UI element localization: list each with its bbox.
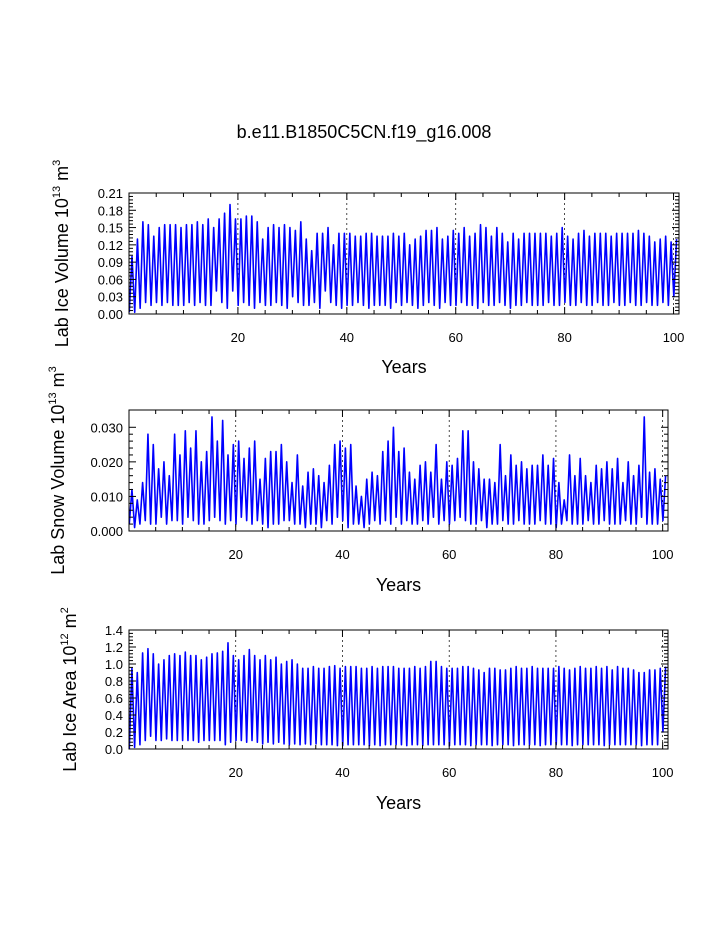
x-tick-label: 100	[652, 765, 674, 780]
y-tick-label: 0.06	[98, 272, 123, 287]
y-axis-label-text: Lab Ice Volume 10	[52, 198, 72, 347]
x-tick-label: 60	[442, 765, 456, 780]
x-tick-label: 40	[340, 330, 354, 345]
panel-ice-area: 20 40 60 80 100 0.0 0.2 0.4 0.6 0.8 1.0 1.2 1.4 Years…	[59, 607, 674, 813]
y-tick-label: 0.18	[98, 203, 123, 218]
y-axis-label-text: m	[52, 166, 72, 186]
y-axis-label: Lab Snow Volume 1013 m3	[47, 366, 68, 575]
x-axis-label: Years	[376, 575, 421, 595]
y-tick-label: 0.0	[105, 742, 123, 757]
x-tick-label: 60	[442, 547, 456, 562]
y-axis-label: Lab Ice Area 1012 m2	[59, 607, 80, 771]
y-tick-label: 0.000	[90, 524, 123, 539]
y-axis-label-superscript: 2	[59, 607, 71, 613]
y-axis-label-superscript: 13	[51, 186, 63, 198]
y-tick-label: 0.030	[90, 420, 123, 435]
y-tick-label: 0.15	[98, 221, 123, 236]
panels: 20 40 60 80 1000.000.030.060.090.120.150.180…	[47, 160, 684, 813]
series-line	[128, 203, 678, 314]
y-axis-label-superscript: 3	[47, 366, 59, 372]
x-tick-label: 40	[335, 547, 349, 562]
x-tick-label: 20	[231, 330, 245, 345]
y-tick-label: 0.010	[90, 489, 123, 504]
y-tick-label: 0.2	[105, 725, 123, 740]
y-tick-label: 0.6	[105, 691, 123, 706]
y-axis-label: Lab Ice Volume 1013 m3	[51, 160, 72, 347]
x-tick-label: 100	[652, 547, 674, 562]
y-tick-label: 0.4	[105, 708, 123, 723]
y-tick-label: 0.03	[98, 290, 123, 305]
y-tick-label: 1.0	[105, 657, 123, 672]
panel-ice-volume: 20 40 60 80 100 0.00 0.03 0.06 0.09 0.12 0.15 0.18 0…	[51, 160, 684, 377]
x-tick-label: 20	[228, 547, 242, 562]
y-tick-label: 0.21	[98, 186, 123, 201]
x-tick-label: 60	[448, 330, 462, 345]
y-axis-label-text: Lab Snow Volume 10	[48, 405, 68, 575]
x-axis-label: Years	[376, 793, 421, 813]
y-tick-label: 0.020	[90, 455, 123, 470]
panel-snow-volume: 20 40 60 80 100 0.000 0.010 0.020 0.030 Years Lab …	[47, 366, 674, 595]
y-tick-label: 0.00	[98, 307, 123, 322]
y-axis-label-superscript: 3	[51, 160, 63, 166]
y-axis-label-superscript: 13	[47, 392, 59, 404]
series-line	[128, 416, 667, 529]
x-tick-label: 40	[335, 765, 349, 780]
y-axis-label-text: m	[48, 372, 68, 392]
series-line	[128, 641, 667, 750]
y-axis-label-superscript: 12	[59, 633, 71, 645]
y-tick-label: 1.2	[105, 640, 123, 655]
x-tick-label: 80	[549, 765, 563, 780]
x-tick-label: 100	[663, 330, 685, 345]
x-axis-label: Years	[381, 357, 426, 377]
y-tick-label: 1.4	[105, 623, 123, 638]
y-axis-label-text: m	[60, 613, 80, 633]
y-tick-label: 0.09	[98, 255, 123, 270]
plot-frame	[128, 192, 680, 315]
plot-frame	[128, 409, 669, 532]
chart-title: b.e11.B1850C5CN.f19_g16.008	[237, 122, 492, 143]
x-tick-label: 20	[228, 765, 242, 780]
y-tick-label: 0.8	[105, 674, 123, 689]
plot-frame	[128, 629, 669, 750]
x-tick-label: 80	[557, 330, 571, 345]
y-axis-label-text: Lab Ice Area 10	[60, 646, 80, 772]
y-tick-label: 0.12	[98, 238, 123, 253]
x-tick-label: 80	[549, 547, 563, 562]
